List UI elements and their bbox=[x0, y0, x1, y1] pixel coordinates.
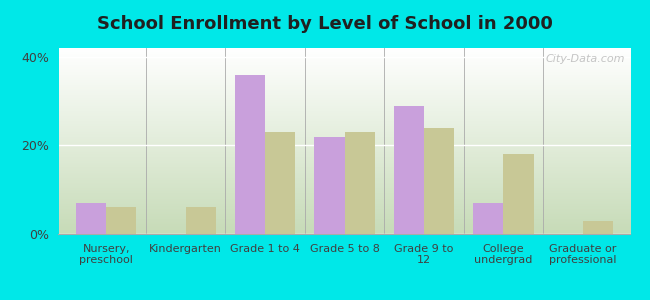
Text: City-Data.com: City-Data.com bbox=[545, 54, 625, 64]
Bar bbox=[503, 154, 534, 234]
Bar bbox=[265, 132, 295, 234]
Bar bbox=[394, 106, 424, 234]
Bar bbox=[186, 207, 216, 234]
Bar bbox=[235, 75, 265, 234]
Bar bbox=[315, 136, 344, 234]
Bar bbox=[424, 128, 454, 234]
Bar bbox=[473, 203, 503, 234]
Text: School Enrollment by Level of School in 2000: School Enrollment by Level of School in … bbox=[97, 15, 553, 33]
Bar bbox=[344, 132, 374, 234]
Bar bbox=[106, 207, 136, 234]
Bar bbox=[583, 221, 613, 234]
Bar bbox=[76, 203, 106, 234]
